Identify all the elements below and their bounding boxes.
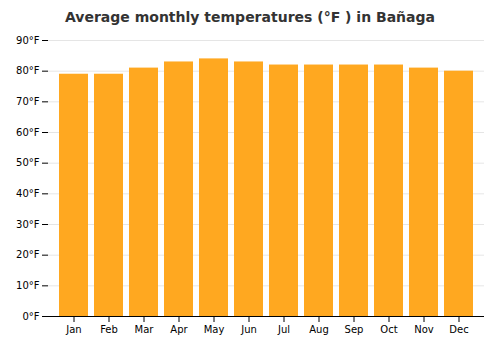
- svg-text:Apr: Apr: [170, 324, 188, 335]
- svg-text:May: May: [204, 324, 225, 335]
- svg-text:90°F: 90°F: [16, 35, 40, 46]
- svg-text:Mar: Mar: [135, 324, 155, 335]
- svg-text:10°F: 10°F: [16, 280, 40, 291]
- svg-text:60°F: 60°F: [16, 127, 40, 138]
- svg-text:Sep: Sep: [345, 324, 364, 335]
- svg-text:Jun: Jun: [240, 324, 257, 335]
- svg-text:Nov: Nov: [414, 324, 434, 335]
- svg-text:70°F: 70°F: [16, 96, 40, 107]
- svg-text:40°F: 40°F: [16, 188, 40, 199]
- svg-text:Oct: Oct: [380, 324, 397, 335]
- svg-text:Aug: Aug: [309, 324, 329, 335]
- svg-text:Jul: Jul: [277, 324, 290, 335]
- svg-text:20°F: 20°F: [16, 249, 40, 260]
- svg-text:50°F: 50°F: [16, 157, 40, 168]
- svg-text:30°F: 30°F: [16, 219, 40, 230]
- svg-text:0°F: 0°F: [22, 311, 39, 322]
- svg-text:Dec: Dec: [449, 324, 468, 335]
- svg-text:80°F: 80°F: [16, 65, 40, 76]
- svg-text:Jan: Jan: [65, 324, 81, 335]
- svg-text:Feb: Feb: [100, 324, 118, 335]
- html-text:Average monthly temperatures (: Average monthly temperatures (°F ) in Ba…: [65, 9, 435, 25]
